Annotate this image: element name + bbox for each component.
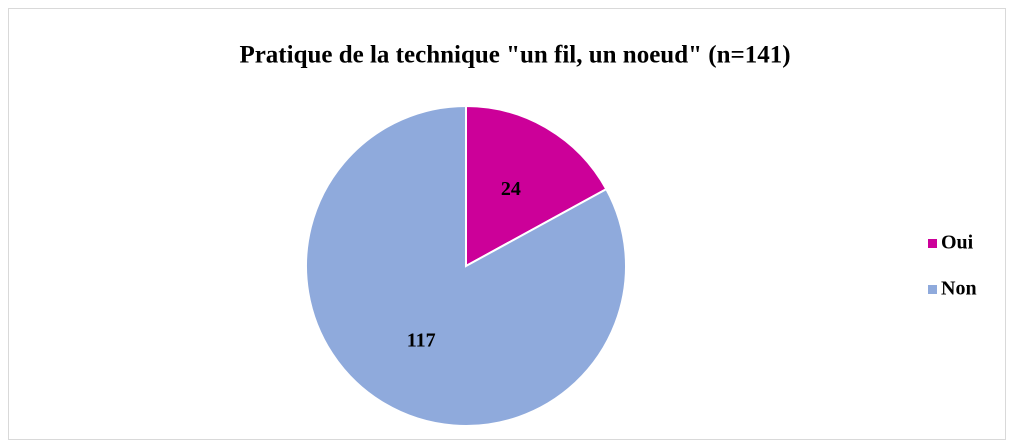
legend-label: Non xyxy=(941,278,977,300)
data-label: 117 xyxy=(407,329,436,351)
legend-swatch xyxy=(928,285,937,294)
pie-slice xyxy=(465,104,608,268)
pie-slice xyxy=(305,104,627,427)
data-label: 24 xyxy=(501,178,521,200)
legend-swatch xyxy=(928,239,937,248)
legend-label: Oui xyxy=(941,232,974,254)
chart-title: Pratique de la technique "un fil, un noe… xyxy=(239,42,790,69)
